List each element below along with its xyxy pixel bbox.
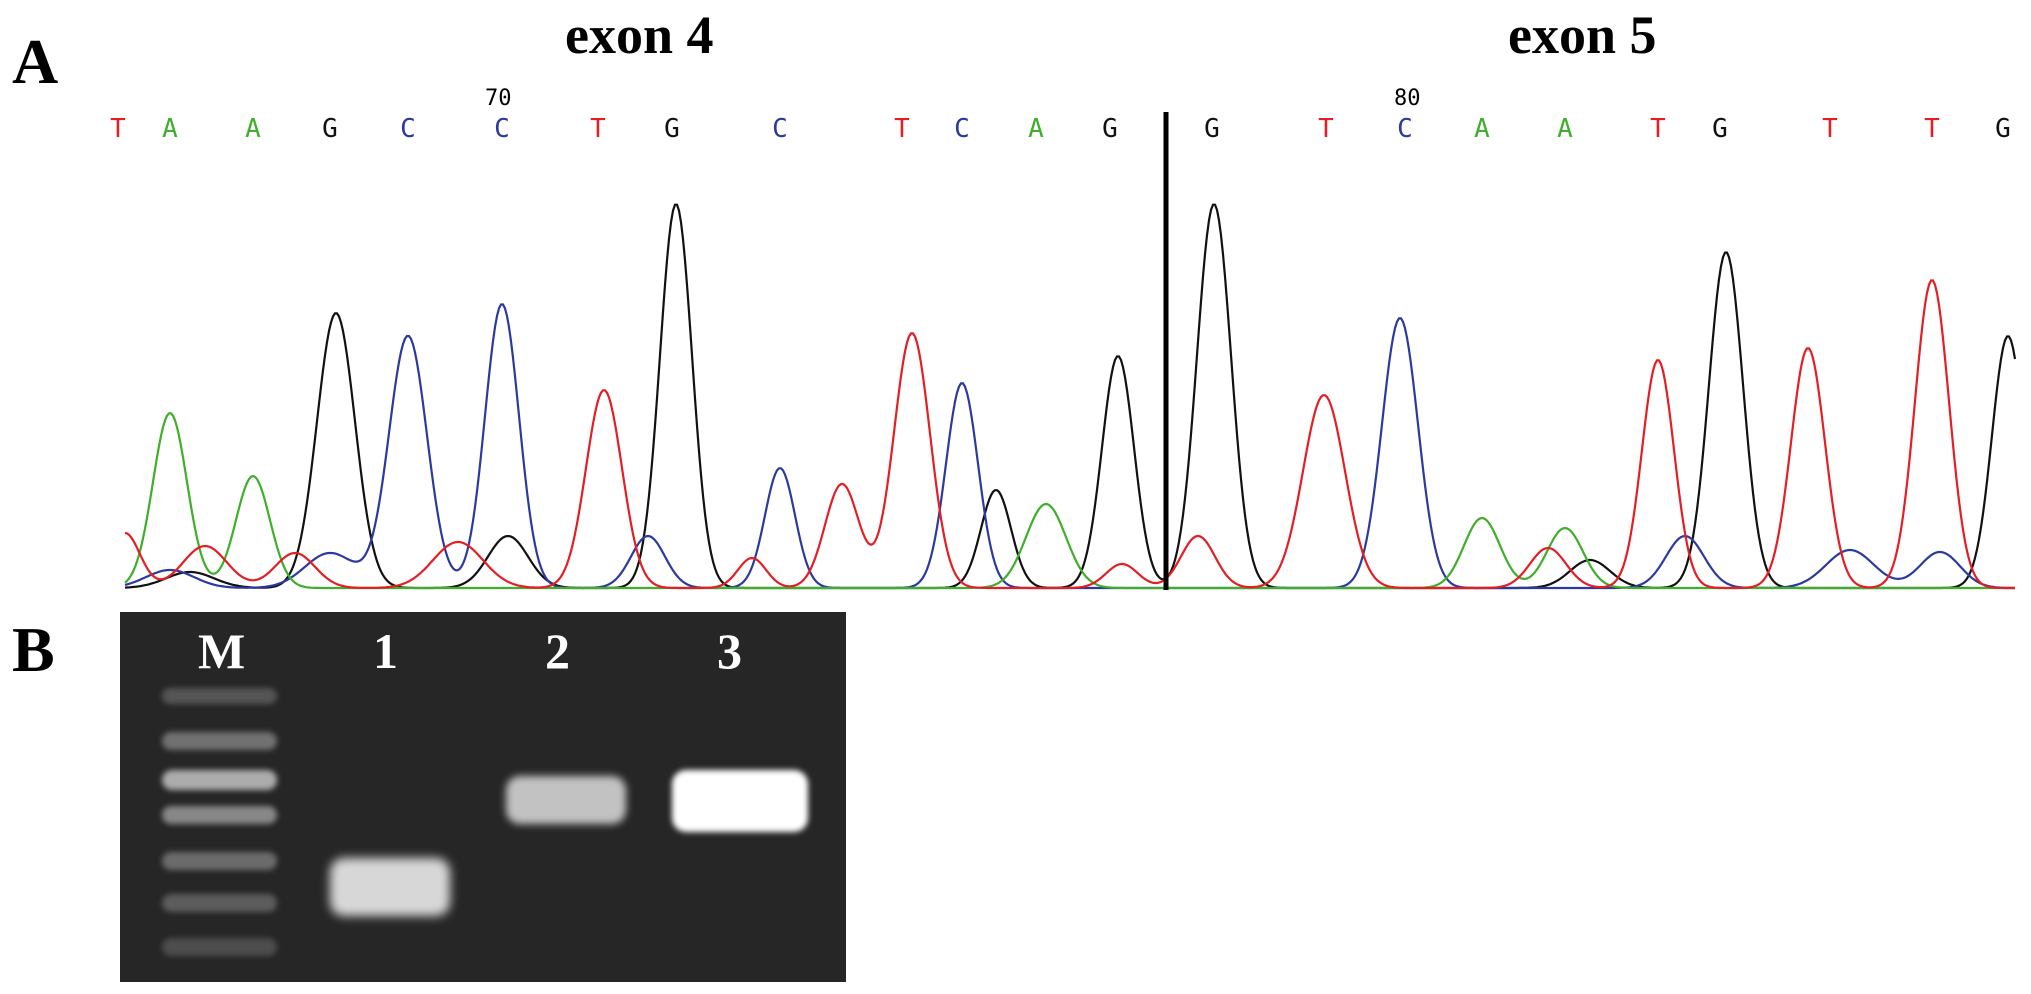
base-call: T (1822, 114, 1838, 144)
lane-2-band (506, 776, 626, 824)
base-call: A (162, 114, 178, 144)
marker-band (162, 732, 277, 750)
base-call: A (245, 114, 261, 144)
lane-2-label: 2 (545, 623, 570, 679)
marker-band (162, 852, 277, 870)
panel-a-label: A (12, 26, 59, 97)
base-call: C (494, 114, 510, 144)
base-call: T (1650, 114, 1666, 144)
base-call: A (1474, 114, 1490, 144)
base-call: G (1102, 114, 1118, 144)
base-call: T (894, 114, 910, 144)
base-call: T (1924, 114, 1940, 144)
trace-t (124, 279, 2015, 590)
marker-band (162, 688, 277, 704)
marker-band (162, 938, 277, 956)
base-call: A (1557, 114, 1573, 144)
exon-4-label: exon 4 (565, 5, 714, 65)
base-call: C (400, 114, 416, 144)
base-call: A (1028, 114, 1044, 144)
base-call: G (1712, 114, 1728, 144)
position-70-label: 70 (485, 86, 512, 111)
base-call: G (1995, 114, 2011, 144)
position-80-label: 80 (1394, 86, 1421, 111)
base-call: C (772, 114, 788, 144)
lane-3-band (672, 770, 808, 832)
base-call: T (1318, 114, 1334, 144)
base-call: C (954, 114, 970, 144)
panel-b-label: B (12, 614, 55, 685)
marker-band (162, 894, 277, 912)
base-call: G (322, 114, 338, 144)
marker-band (162, 770, 277, 790)
base-call: G (1204, 114, 1220, 144)
base-call: G (664, 114, 680, 144)
trace-a (124, 412, 2015, 590)
base-call: C (1397, 114, 1413, 144)
base-call: T (590, 114, 606, 144)
base-call: T (110, 114, 126, 144)
lane-1-band (330, 858, 450, 916)
lane-3-label: 3 (717, 623, 742, 679)
agarose-gel: M 1 2 3 (120, 612, 846, 982)
lane-m-label: M (198, 623, 246, 679)
marker-band (162, 806, 277, 824)
chromatogram-traces (124, 203, 2017, 590)
lane-1-label: 1 (373, 623, 398, 679)
trace-g (124, 203, 2017, 590)
exon-5-label: exon 5 (1508, 5, 1657, 65)
